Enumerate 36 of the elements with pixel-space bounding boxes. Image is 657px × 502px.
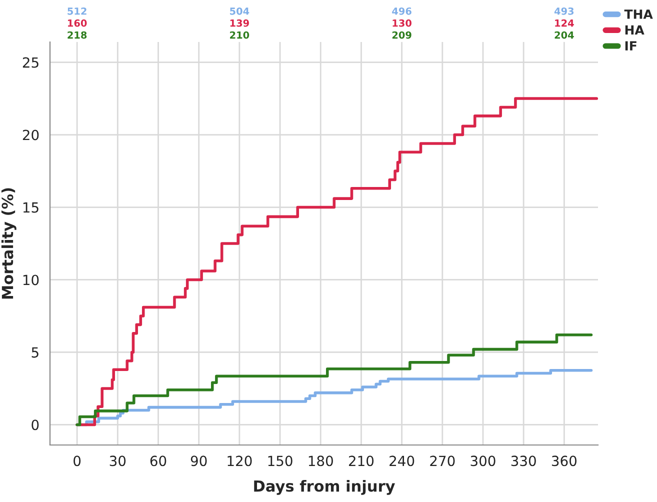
x-tick-label: 360 [552,456,577,466]
x-tick-label: 300 [470,456,496,466]
text: 204 [554,31,574,39]
text: 130 [392,19,412,27]
text: 218 [68,31,87,39]
x-tick-label: 0 [74,456,81,466]
y-axis-title: Mortality (%) [1,188,16,299]
y-tick-label: 10 [23,274,39,286]
x-tick-label: 210 [348,456,374,466]
x-tick-label: 240 [390,456,414,466]
y-tick-label: 25 [22,57,38,68]
text: 493 [554,7,574,15]
x-tick-label: 90 [190,456,207,466]
x-tick-label: 180 [308,456,333,466]
y-tick-label: 0 [32,420,39,430]
x-tick-label: 60 [150,456,166,466]
text: 139 [230,19,249,27]
x-tick-label: 150 [268,456,292,466]
legend-label: THA [624,10,653,19]
text: 210 [230,31,250,39]
y-tick-label: 15 [23,202,38,213]
x-axis-title: Days from injury [254,480,395,495]
legend-label: IF [625,41,636,50]
y-tick-label: 20 [22,130,39,140]
x-tick-label: 120 [228,456,252,466]
text: 124 [555,19,574,27]
y-tick-label: 5 [32,347,38,358]
x-tick-label: 330 [511,456,536,466]
legend-label: HA [625,25,644,35]
x-tick-label: 270 [430,456,455,466]
text: 496 [392,7,412,15]
text: 209 [392,31,412,39]
text: 504 [230,7,250,15]
text: 512 [68,7,86,15]
text: 160 [68,19,87,27]
x-tick-label: 30 [110,456,126,466]
